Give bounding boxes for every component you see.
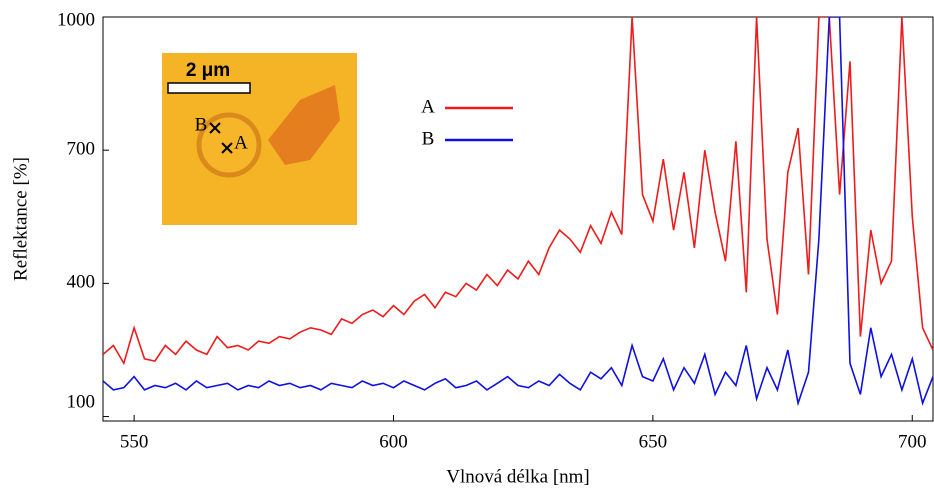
plot-frame xyxy=(102,16,934,422)
x-tick-label: 700 xyxy=(898,431,927,452)
y-tick-label: 400 xyxy=(67,272,96,293)
x-tick-label: 650 xyxy=(639,431,668,452)
series-line xyxy=(103,17,933,407)
inset-label-b: B xyxy=(195,114,208,135)
x-axis-label: Vlnová délka [nm] xyxy=(446,466,590,487)
series-line xyxy=(103,17,933,366)
y-tick-label: 1000 xyxy=(57,9,95,30)
y-axis-label: Reflektance [%] xyxy=(10,157,31,281)
inset-label-a: A xyxy=(234,132,248,153)
y-tick-label: 100 xyxy=(67,391,96,412)
y-tick-label: 700 xyxy=(67,139,96,160)
plot-area xyxy=(103,17,933,407)
inset-scale: 2 μm xyxy=(186,60,230,81)
inset-image: 2 μm B A xyxy=(162,53,357,225)
legend-label: A xyxy=(421,96,435,117)
x-tick-label: 550 xyxy=(120,431,149,452)
x-tick-label: 600 xyxy=(379,431,408,452)
legend-label: B xyxy=(422,128,435,149)
